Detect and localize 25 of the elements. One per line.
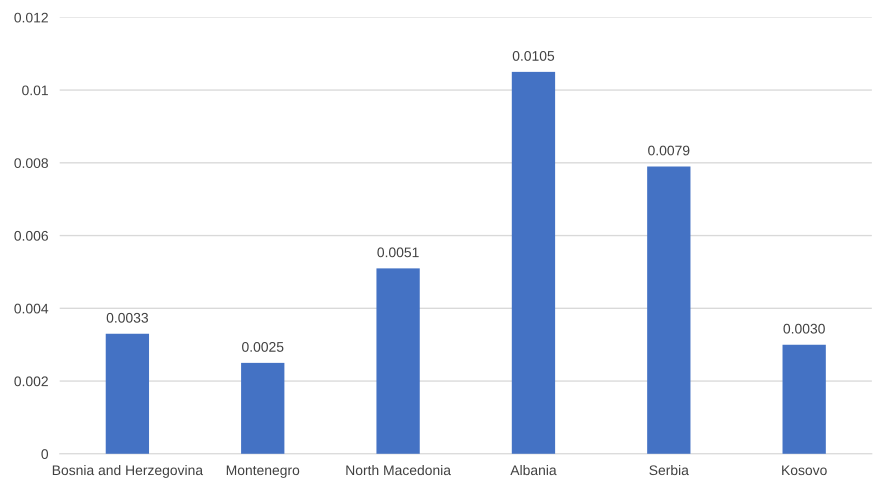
bar — [241, 362, 284, 454]
x-tick-label: Albania — [510, 464, 557, 476]
data-label: 0.0051 — [377, 247, 419, 258]
data-label: 0.0030 — [783, 324, 825, 334]
bar — [647, 166, 690, 454]
y-tick-label: 0.012 — [14, 12, 48, 23]
data-label: 0.0079 — [648, 146, 690, 156]
data-label: 0.0025 — [242, 342, 284, 352]
x-tick-label: Serbia — [649, 464, 689, 476]
bar — [782, 344, 826, 454]
y-tick-label: 0.006 — [14, 230, 48, 241]
x-tick-label: North Macedonia — [346, 464, 451, 476]
x-tick-label: Montenegro — [226, 465, 300, 478]
y-tick-label: 0.002 — [14, 376, 48, 386]
y-tick-label: 0.004 — [14, 304, 48, 314]
data-label: 0.0105 — [512, 51, 554, 61]
x-tick-label: Kosovo — [782, 465, 827, 476]
y-tick-label: 0.008 — [14, 158, 48, 168]
data-label: 0.0033 — [106, 312, 148, 323]
bar — [512, 72, 556, 454]
y-tick-label: 0.01 — [22, 85, 48, 96]
x-tick-label: Bosnia and Herzegovina — [52, 464, 204, 478]
bar — [106, 334, 150, 454]
y-tick-label: 0 — [41, 449, 48, 460]
bar — [376, 268, 420, 454]
